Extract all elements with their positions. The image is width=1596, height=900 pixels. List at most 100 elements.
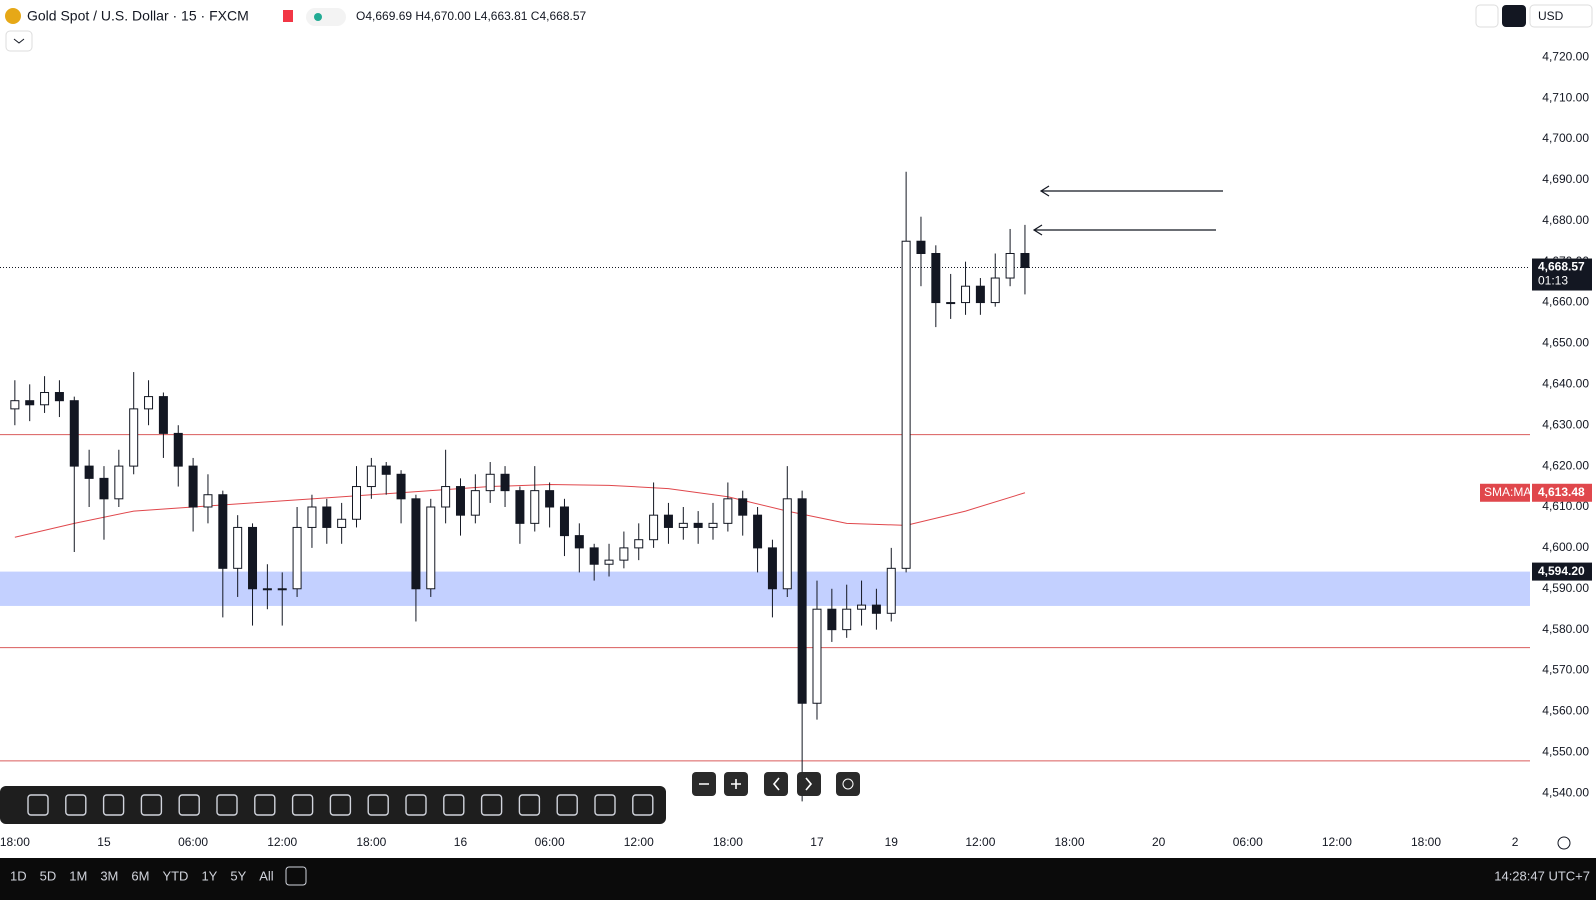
download-button[interactable] bbox=[1475, 4, 1499, 28]
y-tick-label: 4,580.00 bbox=[1542, 622, 1589, 636]
footer-bar bbox=[0, 858, 1596, 900]
chevron bbox=[13, 38, 25, 44]
tool-button[interactable] bbox=[291, 794, 314, 816]
x-tick-label: 18:00 bbox=[1411, 835, 1441, 849]
drawing-toolbar bbox=[0, 786, 666, 824]
tool-button[interactable] bbox=[405, 794, 427, 816]
candle-body bbox=[901, 240, 911, 569]
zoom-controls bbox=[692, 772, 860, 796]
x-tick-label: 06:00 bbox=[535, 835, 565, 849]
collapse-button[interactable] bbox=[5, 30, 33, 52]
range-button[interactable]: 1M bbox=[69, 868, 87, 883]
tool-button[interactable] bbox=[367, 794, 389, 816]
candle-body bbox=[797, 498, 807, 704]
tool-button[interactable] bbox=[254, 794, 276, 816]
candle-body bbox=[842, 608, 852, 631]
status-pill[interactable] bbox=[306, 8, 346, 26]
candle-body bbox=[634, 539, 644, 549]
candle-body bbox=[426, 506, 436, 590]
candle-body bbox=[84, 465, 94, 479]
support-zone bbox=[0, 571, 1530, 606]
tool-button[interactable] bbox=[443, 794, 465, 816]
currency-select[interactable] bbox=[1529, 4, 1593, 28]
symbol-title[interactable]: Gold Spot / U.S. Dollar · 15 · FXCM bbox=[27, 8, 249, 24]
tool-button[interactable] bbox=[65, 794, 87, 816]
range-button[interactable]: 5Y bbox=[230, 868, 246, 883]
tool-button[interactable] bbox=[632, 794, 654, 816]
range-button[interactable]: 3M bbox=[100, 868, 118, 883]
candle-body bbox=[916, 240, 926, 254]
y-tick-label: 4,540.00 bbox=[1542, 785, 1589, 799]
sync-button[interactable] bbox=[1502, 5, 1526, 27]
x-tick-label: 18:00 bbox=[713, 835, 743, 849]
x-tick-label: 2 bbox=[1512, 835, 1519, 849]
candle-body bbox=[559, 506, 569, 537]
candle-body bbox=[708, 522, 718, 528]
candle-body bbox=[307, 506, 317, 528]
date-range-button[interactable] bbox=[285, 866, 307, 886]
tool-button[interactable] bbox=[556, 794, 578, 816]
candle-body bbox=[723, 498, 733, 524]
tool-icons bbox=[27, 794, 654, 816]
range-buttons: 1D 5D 1M 3M 6M YTD 1Y 5Y All bbox=[10, 868, 274, 883]
x-tick-label: 20 bbox=[1152, 835, 1166, 849]
drawn-arrows bbox=[1032, 185, 1223, 236]
price-axis bbox=[1530, 30, 1596, 830]
candle-body bbox=[40, 392, 50, 406]
candle-body bbox=[738, 498, 748, 516]
candle-body bbox=[886, 567, 896, 614]
candle-body bbox=[827, 608, 837, 631]
y-tick-label: 4,600.00 bbox=[1542, 540, 1589, 554]
candle-body bbox=[158, 396, 168, 434]
candle-body bbox=[277, 588, 287, 591]
tool-button[interactable] bbox=[27, 794, 49, 816]
range-button[interactable]: 5D bbox=[40, 868, 57, 883]
tool-button[interactable] bbox=[140, 794, 163, 816]
sma-value-bg bbox=[1532, 483, 1592, 502]
last-price-label: 4,668.57 bbox=[1538, 260, 1585, 274]
candle-body bbox=[990, 277, 1000, 304]
x-tick-label: 18:00 bbox=[356, 835, 386, 849]
scroll-right[interactable] bbox=[797, 772, 821, 796]
sma-name: SMA:MA bbox=[1484, 485, 1531, 499]
tool-button[interactable] bbox=[594, 794, 616, 816]
candle-body bbox=[470, 490, 480, 516]
tool-button[interactable] bbox=[329, 794, 352, 816]
y-tick-label: 4,620.00 bbox=[1542, 458, 1589, 472]
range-button[interactable]: 6M bbox=[131, 868, 149, 883]
arrow bbox=[1032, 224, 1216, 236]
x-tick-label: 18:00 bbox=[0, 835, 30, 849]
reset[interactable] bbox=[836, 772, 860, 796]
range-button[interactable]: 1D bbox=[10, 868, 27, 883]
candle-body bbox=[203, 494, 213, 508]
y-tick-label: 4,680.00 bbox=[1542, 213, 1589, 227]
range-button[interactable]: All bbox=[259, 868, 274, 883]
candle-body bbox=[396, 473, 406, 500]
candle-body bbox=[604, 559, 614, 565]
candle-body bbox=[129, 408, 139, 467]
tool-button[interactable] bbox=[480, 794, 503, 816]
y-tick-label: 4,560.00 bbox=[1542, 704, 1589, 718]
tool-button[interactable] bbox=[178, 794, 200, 816]
sma-value: 4,613.48 bbox=[1538, 485, 1585, 499]
candle-body bbox=[530, 490, 540, 524]
plot-area bbox=[0, 171, 1530, 802]
tool-button[interactable] bbox=[216, 794, 238, 816]
range-button[interactable]: YTD bbox=[162, 868, 188, 883]
flag-icon[interactable] bbox=[283, 10, 293, 22]
settings-button[interactable] bbox=[1557, 836, 1571, 850]
tool-button[interactable] bbox=[102, 794, 125, 816]
countdown: 01:13 bbox=[1538, 274, 1568, 288]
ohlc-values: O4,669.69 H4,670.00 L4,663.81 C4,668.57 bbox=[356, 9, 587, 23]
candle-body bbox=[961, 285, 971, 304]
range-button[interactable]: 1Y bbox=[201, 868, 217, 883]
candle-body bbox=[455, 486, 465, 516]
reset-glyph bbox=[842, 778, 854, 790]
candle-body bbox=[485, 473, 495, 492]
candle-body bbox=[515, 490, 525, 524]
candle-body bbox=[292, 526, 302, 590]
scroll-left[interactable] bbox=[764, 772, 788, 796]
y-tick-label: 4,550.00 bbox=[1542, 744, 1589, 758]
tool-button[interactable] bbox=[518, 794, 541, 816]
